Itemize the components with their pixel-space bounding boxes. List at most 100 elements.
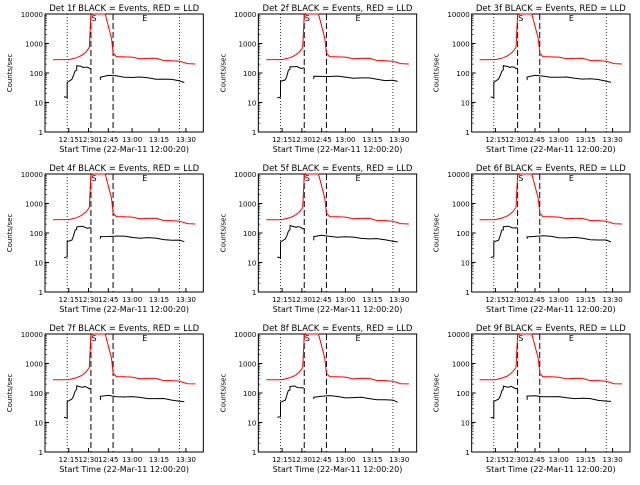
y-tick-label: 1 <box>465 129 469 137</box>
y-tick-label: 1000 <box>452 201 470 209</box>
x-tick-label: 12:45 <box>525 456 545 464</box>
panel-1: Det 1f BLACK = Events, RED = LLD 1 10 100 10… <box>6 4 204 154</box>
panel-title: Det 7f BLACK = Events, RED = LLD <box>49 324 199 334</box>
events-series <box>63 385 92 419</box>
x-tick-label: 13:30 <box>602 136 622 144</box>
x-axis-label: Start Time (22-Mar-11 12:00:20) <box>486 465 616 474</box>
plot-frame <box>257 173 418 293</box>
marker-label: S <box>305 334 310 343</box>
marker-label: S <box>518 334 523 343</box>
y-axis-label: Counts/sec <box>6 374 14 413</box>
x-tick-label: 12:30 <box>78 456 98 464</box>
events-series <box>99 235 185 243</box>
y-axis-label: Counts/sec <box>219 54 227 93</box>
x-axis-label: Start Time (22-Mar-11 12:00:20) <box>59 465 189 474</box>
x-tick-label: 13:00 <box>549 456 569 464</box>
y-tick-label: 100 <box>456 390 469 398</box>
x-tick-label: 12:30 <box>292 296 312 304</box>
y-tick-label: 1000 <box>239 361 257 369</box>
events-series <box>277 385 305 418</box>
y-tick-label: 10000 <box>21 11 43 19</box>
marker-label: E <box>356 14 361 23</box>
y-tick-label: 10 <box>247 420 256 428</box>
x-tick-label: 13:15 <box>149 296 169 304</box>
x-tick-label: 13:00 <box>335 456 355 464</box>
x-tick-label: 12:45 <box>98 456 118 464</box>
y-tick-label: 10 <box>461 100 470 108</box>
marker-label: S <box>305 14 310 23</box>
y-tick-label: 10000 <box>234 331 256 339</box>
plot-frame <box>44 13 204 133</box>
plot-frame <box>44 333 204 453</box>
y-tick-label: 10000 <box>234 171 256 179</box>
marker-label: E <box>569 14 574 23</box>
x-tick-label: 13:15 <box>362 136 382 144</box>
lld-series <box>52 13 196 65</box>
panel-5: Det 5f BLACK = Events, RED = LLD 1 10 100 10… <box>219 164 418 314</box>
y-axis-label: Counts/sec <box>433 54 441 93</box>
y-tick-label: 10000 <box>447 11 469 19</box>
panel-title: Det 6f BLACK = Events, RED = LLD <box>476 164 626 174</box>
x-tick-label: 12:30 <box>78 136 98 144</box>
marker-label: S <box>518 174 523 183</box>
x-tick-label: 12:15 <box>59 296 79 304</box>
events-series <box>526 74 612 83</box>
y-tick-label: 1 <box>252 289 256 297</box>
y-tick-label: 10 <box>34 100 43 108</box>
plot-frame <box>257 333 418 453</box>
y-tick-label: 100 <box>30 70 43 78</box>
events-series <box>277 65 305 99</box>
panel-9: Det 9f BLACK = Events, RED = LLD 1 10 100 10… <box>433 324 631 474</box>
x-tick-label: 13:15 <box>576 136 596 144</box>
y-tick-label: 10000 <box>447 331 469 339</box>
events-series <box>526 395 612 402</box>
y-tick-label: 1000 <box>239 41 257 49</box>
lld-series <box>479 173 623 225</box>
panel-2: Det 2f BLACK = Events, RED = LLD 1 10 100 10… <box>219 4 418 154</box>
y-tick-label: 1 <box>39 129 43 137</box>
y-tick-label: 10 <box>247 260 256 268</box>
panel-7: Det 7f BLACK = Events, RED = LLD 1 10 100 10… <box>6 324 204 474</box>
y-tick-label: 100 <box>30 230 43 238</box>
x-tick-label: 13:15 <box>149 456 169 464</box>
x-tick-label: 13:00 <box>335 136 355 144</box>
x-axis-label: Start Time (22-Mar-11 12:00:20) <box>273 465 403 474</box>
x-tick-label: 13:00 <box>122 296 142 304</box>
x-tick-label: 13:30 <box>176 296 196 304</box>
panel-6: Det 6f BLACK = Events, RED = LLD 1 10 100 10… <box>433 164 631 314</box>
panel-title: Det 1f BLACK = Events, RED = LLD <box>49 4 199 14</box>
y-tick-label: 100 <box>243 390 256 398</box>
x-tick-label: 12:15 <box>59 456 79 464</box>
y-tick-label: 10 <box>461 420 470 428</box>
events-series <box>277 224 305 259</box>
marker-label: S <box>518 14 523 23</box>
plot-frame <box>471 333 631 453</box>
x-tick-label: 13:00 <box>549 296 569 304</box>
marker-label: E <box>142 14 147 23</box>
y-axis-label: Counts/sec <box>433 214 441 253</box>
plot-frame <box>44 173 204 293</box>
y-tick-label: 10000 <box>21 171 43 179</box>
y-axis-label: Counts/sec <box>433 374 441 413</box>
y-tick-label: 100 <box>243 70 256 78</box>
panel-title: Det 4f BLACK = Events, RED = LLD <box>49 164 199 174</box>
panel-4: Det 4f BLACK = Events, RED = LLD 1 10 100 10… <box>6 164 204 314</box>
panel-3: Det 3f BLACK = Events, RED = LLD 1 10 100 10… <box>433 4 631 154</box>
x-tick-label: 12:30 <box>292 136 312 144</box>
x-tick-label: 13:30 <box>389 456 409 464</box>
x-tick-label: 12:15 <box>272 136 292 144</box>
y-tick-label: 100 <box>243 230 256 238</box>
y-tick-label: 1 <box>39 449 43 457</box>
y-tick-label: 1 <box>252 449 256 457</box>
x-tick-label: 12:30 <box>505 296 525 304</box>
panel-title: Det 9f BLACK = Events, RED = LLD <box>476 324 626 334</box>
x-axis-label: Start Time (22-Mar-11 12:00:20) <box>273 145 403 154</box>
y-tick-label: 1 <box>465 449 469 457</box>
events-series <box>313 395 398 403</box>
x-tick-label: 13:00 <box>122 456 142 464</box>
x-tick-label: 12:45 <box>312 456 332 464</box>
x-tick-label: 13:15 <box>576 296 596 304</box>
events-series <box>63 65 92 99</box>
marker-label: S <box>92 334 97 343</box>
y-tick-label: 10 <box>34 420 43 428</box>
